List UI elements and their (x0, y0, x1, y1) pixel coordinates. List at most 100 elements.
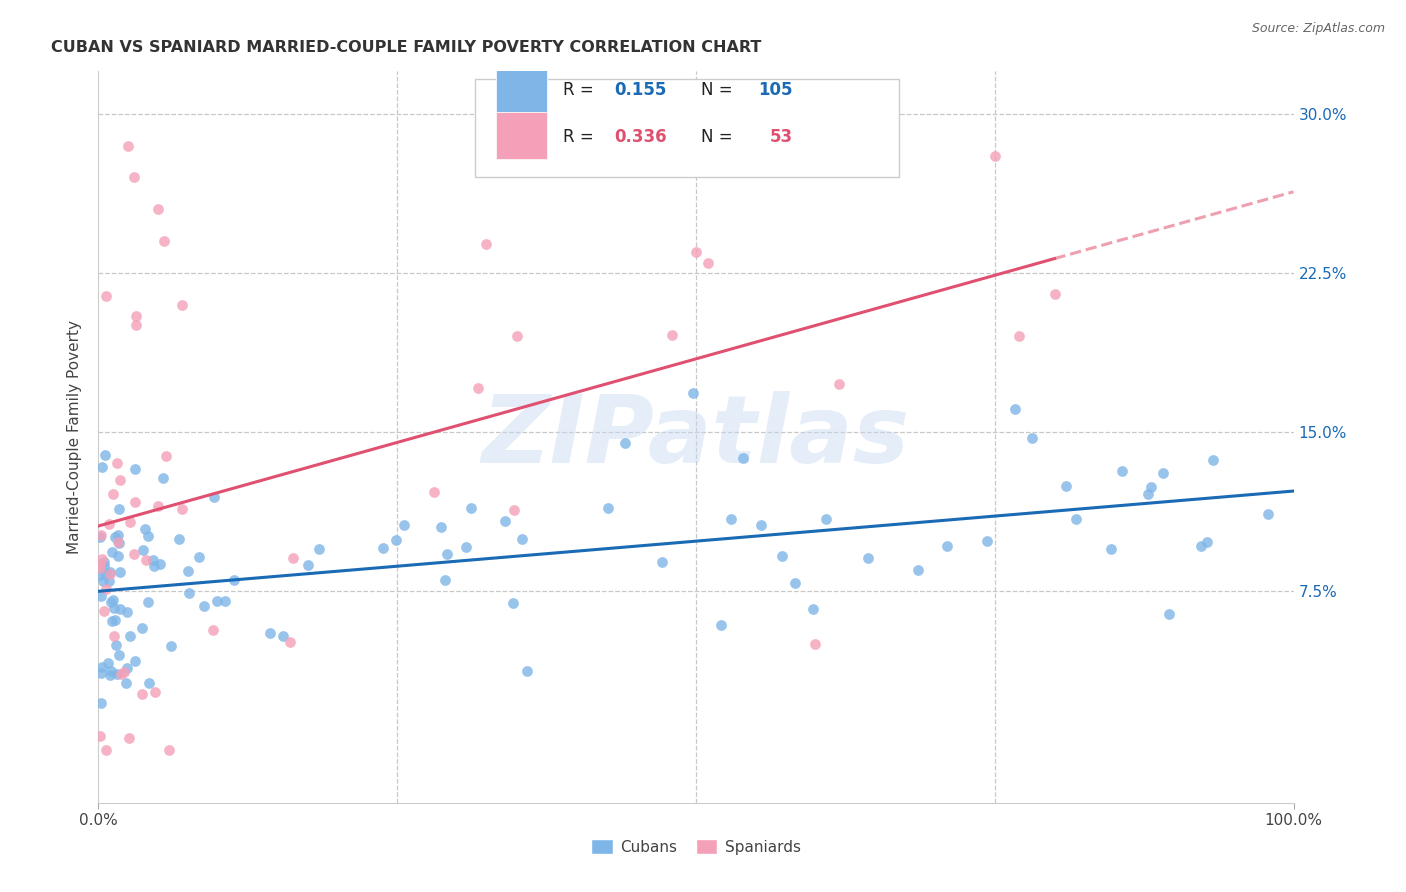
Point (91, 552, 114, 566)
Point (149, 557, 172, 571)
Point (167, 533, 190, 547)
Point (278, 635, 301, 649)
Point (384, 533, 406, 547)
Y-axis label: Married-Couple Family Poverty: Married-Couple Family Poverty (67, 320, 83, 554)
Point (103, 629, 125, 643)
Point (101, 487, 124, 501)
Point (104, 613, 127, 627)
Point (731, 451, 754, 466)
Point (124, 170, 146, 185)
Point (138, 676, 160, 690)
Point (1004, 401, 1026, 416)
Text: 0.336: 0.336 (614, 128, 668, 146)
Point (976, 534, 998, 549)
Point (1054, 479, 1077, 493)
Point (115, 675, 138, 690)
Point (105, 456, 128, 470)
Point (96, 289, 118, 303)
Point (110, 666, 132, 681)
Bar (496, 64, 547, 112)
Point (132, 542, 155, 557)
Point (1202, 452, 1225, 467)
Point (936, 539, 959, 553)
Point (107, 536, 129, 550)
Point (90, 697, 112, 711)
Point (115, 605, 138, 619)
Point (202, 490, 225, 504)
Point (804, 637, 827, 651)
Point (120, 629, 142, 643)
Text: R =: R = (564, 81, 599, 99)
Point (503, 503, 526, 517)
Point (155, 449, 177, 463)
Point (148, 499, 170, 513)
Point (202, 623, 225, 637)
Point (176, 564, 198, 578)
Text: Source: ZipAtlas.com: Source: ZipAtlas.com (1251, 22, 1385, 36)
Point (770, 549, 793, 563)
Point (94, 582, 117, 596)
Point (467, 381, 489, 395)
Point (170, 501, 193, 516)
Point (1157, 607, 1180, 622)
Point (101, 545, 124, 559)
Point (460, 501, 482, 516)
Text: R =: R = (564, 128, 599, 146)
Point (90, 527, 112, 541)
Point (104, 638, 127, 652)
Point (907, 563, 929, 577)
Point (1099, 541, 1122, 556)
Point (682, 386, 704, 401)
Point (828, 377, 851, 392)
Point (118, 731, 141, 745)
Point (94, 449, 117, 463)
Point (98, 516, 121, 531)
Point (100, 665, 122, 679)
Legend: Cubans, Spaniards: Cubans, Spaniards (585, 833, 807, 861)
Point (94, 566, 117, 580)
Point (152, 471, 174, 485)
Point (89, 558, 111, 572)
Point (856, 550, 879, 565)
Point (89, 561, 111, 575)
Point (392, 517, 415, 532)
Point (100, 614, 122, 628)
Point (104, 530, 127, 544)
Point (90, 665, 112, 680)
Point (108, 566, 131, 580)
Bar (496, 112, 547, 160)
Text: 105: 105 (758, 81, 793, 99)
Point (90, 659, 112, 673)
Text: ZIPatlas: ZIPatlas (482, 391, 910, 483)
Text: 0.155: 0.155 (614, 81, 666, 99)
Point (108, 502, 131, 516)
Point (100, 595, 122, 609)
Point (134, 522, 156, 536)
Point (97, 656, 120, 670)
Point (143, 684, 166, 698)
Point (749, 518, 772, 533)
Point (172, 297, 194, 311)
Point (502, 596, 524, 610)
Point (1008, 329, 1031, 343)
Point (422, 484, 444, 499)
Point (98, 565, 121, 579)
Point (124, 547, 146, 561)
Point (89, 529, 111, 543)
Point (783, 576, 806, 591)
Point (259, 626, 281, 640)
Point (125, 318, 148, 332)
Point (1140, 480, 1163, 494)
Point (91, 460, 114, 475)
Point (103, 601, 125, 615)
Point (160, 640, 183, 654)
Point (124, 654, 146, 668)
Point (506, 329, 529, 343)
Point (433, 573, 456, 587)
Point (512, 149, 534, 163)
Point (984, 149, 1007, 163)
Point (1021, 431, 1043, 445)
Point (93, 574, 115, 588)
FancyBboxPatch shape (475, 78, 900, 178)
Text: N =: N = (700, 81, 738, 99)
